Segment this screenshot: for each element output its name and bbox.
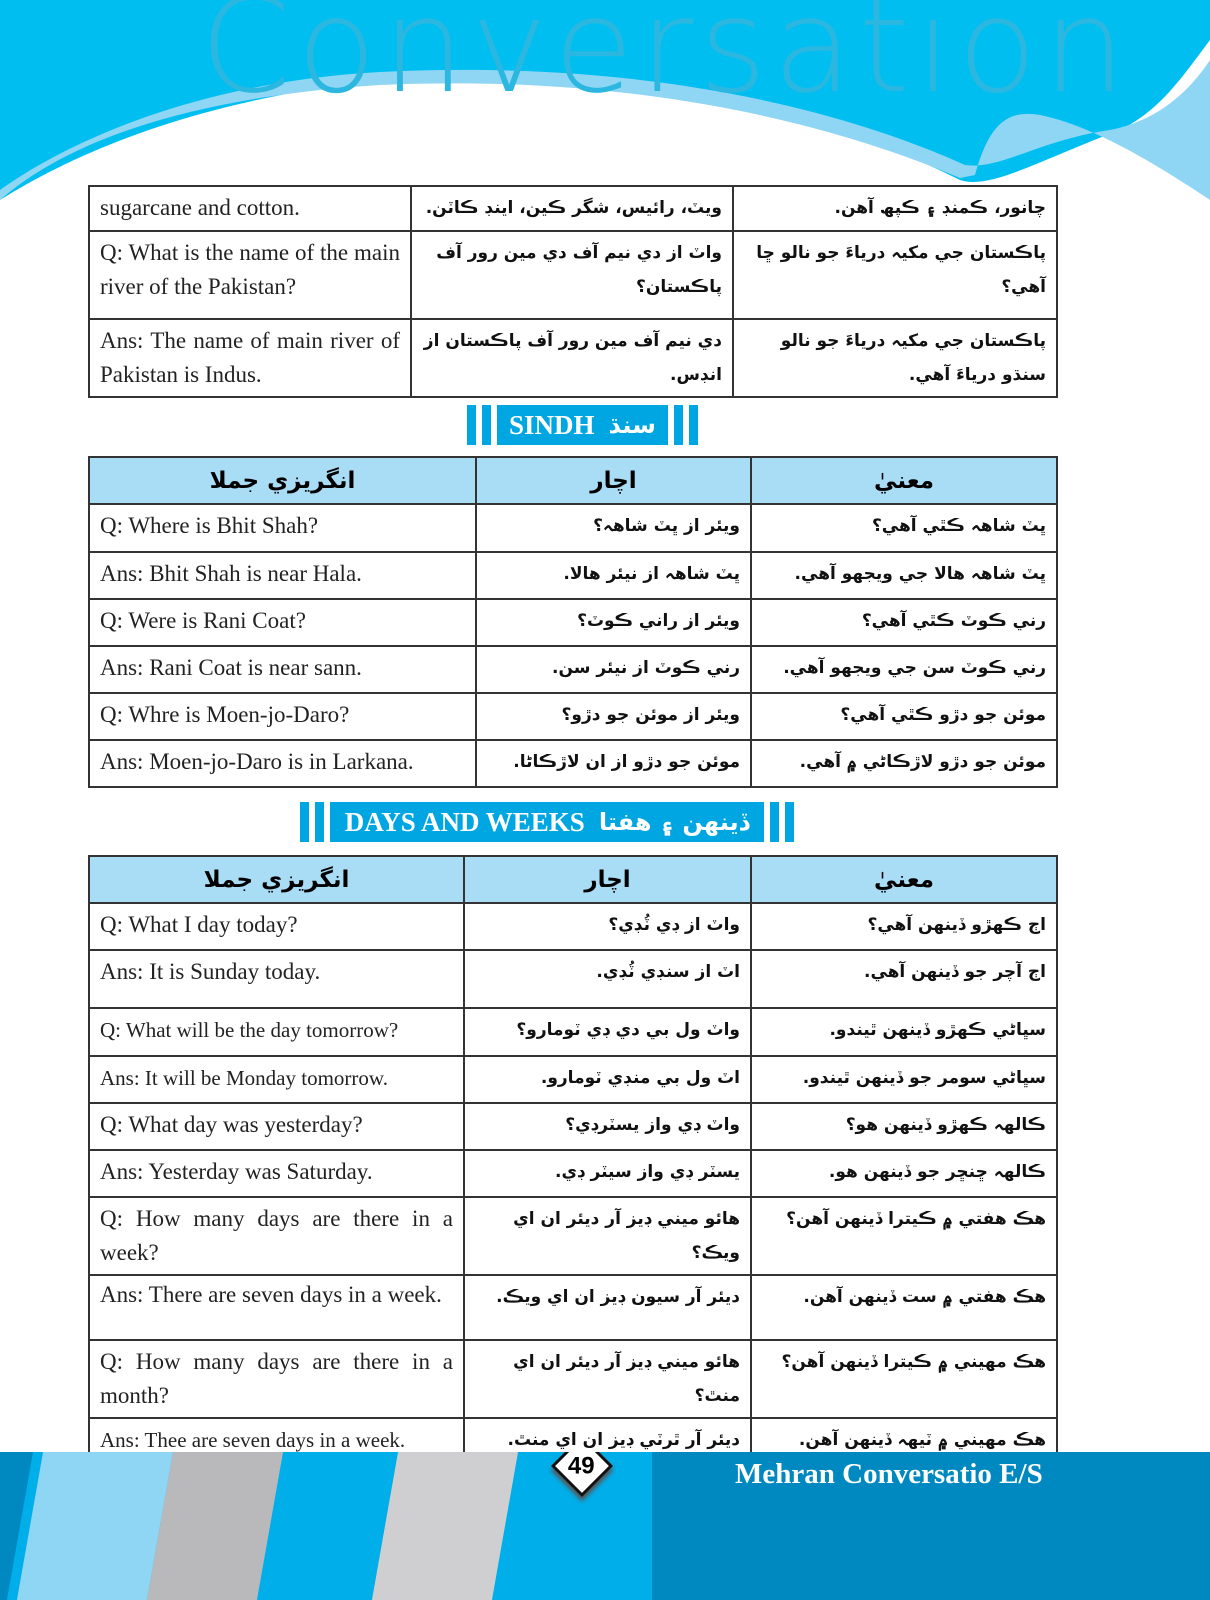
table-row: Q: Were is Rani Coat? ويئر از راني ڪوٽ؟ رن… xyxy=(88,598,1058,647)
english-cell: Q: What I day today? xyxy=(88,902,465,951)
english-cell: Q: Were is Rani Coat? xyxy=(88,598,477,647)
meaning-cell: ڪالهہ ڪهڙو ڏينهن هو؟ xyxy=(750,1102,1058,1151)
header-meaning: معنيٰ xyxy=(750,456,1058,505)
meaning-cell: هڪ مهيني ۾ ڪيترا ڏينهن آهن؟ xyxy=(750,1339,1058,1419)
english-cell: Ans: There are seven days in a week. xyxy=(88,1274,465,1341)
meaning-cell: موئن جو دڙو ڪٿي آهي؟ xyxy=(750,692,1058,741)
table-row: Q: What is the name of the main river of… xyxy=(88,230,1058,320)
footer-book-title: Mehran Conversatio E/S xyxy=(735,1458,1043,1490)
table-row: Q: What will be the day tomorrow? واٽ ول … xyxy=(88,1007,1058,1057)
table-row: Ans: Rani Coat is near sann. رني ڪوٽ از ن… xyxy=(88,645,1058,694)
table-row: Q: How many days are there in a week? هائ… xyxy=(88,1196,1058,1276)
table-row: Ans: Moen-jo-Daro is in Larkana. موئن جو … xyxy=(88,739,1058,788)
section-heading-days-weeks: DAYS AND WEEKS ڏينهن ۽ هفتا xyxy=(300,802,794,842)
english-cell: Ans: Yesterday was Saturday. xyxy=(88,1149,465,1198)
pronunciation-cell: واٽ از ڊي ٽُڊي؟ xyxy=(463,902,752,951)
english-cell: Q: Whre is Moen-jo-Daro? xyxy=(88,692,477,741)
meaning-cell: هڪ هفتي ۾ ڪيترا ڏينهن آهن؟ xyxy=(750,1196,1058,1276)
table-row: Ans: There are seven days in a week. ديئر… xyxy=(88,1274,1058,1341)
table-row: Q: Where is Bhit Shah? ويئر از ڀٽ شاهہ؟ ڀٽ… xyxy=(88,503,1058,553)
pronunciation-cell: هائو ميني ڊيز آر ديئر ان اي منٿ؟ xyxy=(463,1339,752,1419)
header-pronunciation: اچار xyxy=(475,456,752,505)
table-row: Ans: Bhit Shah is near Hala. ڀٽ شاهہ از ن… xyxy=(88,551,1058,600)
pronunciation-cell: يسٽر ڊي واز سيٽر ڊي. xyxy=(463,1149,752,1198)
english-cell: Ans: Bhit Shah is near Hala. xyxy=(88,551,477,600)
english-cell: Ans: Rani Coat is near sann. xyxy=(88,645,477,694)
english-cell: Ans: Moen-jo-Daro is in Larkana. xyxy=(88,739,477,788)
meaning-cell: ڀٽ شاهہ ڪٿي آهي؟ xyxy=(750,503,1058,553)
meaning-cell: ڪالهہ ڇنڇر جو ڏينهن هو. xyxy=(750,1149,1058,1198)
table-row: Q: Whre is Moen-jo-Daro? ويئر از موئن جو … xyxy=(88,692,1058,741)
meaning-cell: چانور، ڪمنڊ ۽ ڪپھ آهن. xyxy=(732,185,1058,232)
meaning-cell: اڄ آچر جو ڏينهن آهي. xyxy=(750,949,1058,1009)
table-row: Ans: Yesterday was Saturday. يسٽر ڊي واز … xyxy=(88,1149,1058,1198)
english-cell: Q: What is the name of the main river of… xyxy=(88,230,412,320)
meaning-cell: سڀاڻي سومر جو ڏينهن ٿيندو. xyxy=(750,1055,1058,1104)
pronunciation-cell: اٽ ول بي منڊي ٽومارو. xyxy=(463,1055,752,1104)
header-english: انگريزي جملا xyxy=(88,855,465,904)
meaning-cell: ڀٽ شاهہ هالا جي ويجهو آهي. xyxy=(750,551,1058,600)
english-cell: Q: How many days are there in a week? xyxy=(88,1196,465,1276)
english-cell: Q: What will be the day tomorrow? xyxy=(88,1007,465,1057)
pronunciation-cell: رني ڪوٽ از نيئر سن. xyxy=(475,645,752,694)
conversation-watermark: Conversation xyxy=(200,0,1132,122)
pronunciation-cell: واٽ ول بي دي ڊي ٽومارو؟ xyxy=(463,1007,752,1057)
meaning-cell: رني ڪوٽ ڪٿي آهي؟ xyxy=(750,598,1058,647)
meaning-cell: رني ڪوٽ سن جي ويجهو آهي. xyxy=(750,645,1058,694)
section-title-en: SINDH xyxy=(509,409,595,440)
section-title-en: DAYS AND WEEKS xyxy=(344,806,585,837)
table-row: Ans: It is Sunday today. اٽ از سنڊي ٽُڊي.… xyxy=(88,949,1058,1009)
footer-title-panel xyxy=(652,1452,1210,1600)
english-cell: Ans: The name of main river of Pakistan … xyxy=(88,318,412,398)
section-title-sd: سنڌ xyxy=(608,411,656,439)
english-cell: Ans: It is Sunday today. xyxy=(88,949,465,1009)
english-cell: Ans: It will be Monday tomorrow. xyxy=(88,1055,465,1104)
page-footer: Mehran Conversatio E/S 49 xyxy=(0,1452,1210,1600)
meaning-cell: سڀاڻي ڪهڙو ڏينهن ٿيندو. xyxy=(750,1007,1058,1057)
pronunciation-cell: واٽ از دي نيم آف دي مين رور آف پاڪستان؟ xyxy=(410,230,734,320)
table-row: Ans: The name of main river of Pakistan … xyxy=(88,318,1058,398)
meaning-cell: پاڪستان جي مکيہ درياءَ جو نالو ڇا آهي؟ xyxy=(732,230,1058,320)
pronunciation-cell: دي نيم آف مين رور آف پاڪستان از انڊس. xyxy=(410,318,734,398)
header-pronunciation: اچار xyxy=(463,855,752,904)
page-number: 49 xyxy=(567,1452,595,1480)
pronunciation-cell: ويٽ، رائيس، شگر ڪين، اينڊ ڪاٽن. xyxy=(410,185,734,232)
meaning-cell: اڄ ڪهڙو ڏينهن آهي؟ xyxy=(750,902,1058,951)
table-row: sugarcane and cotton. ويٽ، رائيس، شگر ڪين… xyxy=(88,185,1058,232)
table-header-row: انگريزي جملا اچار معنيٰ xyxy=(88,855,1058,904)
english-cell: Q: Where is Bhit Shah? xyxy=(88,503,477,553)
pronunciation-cell: ويئر از ڀٽ شاهہ؟ xyxy=(475,503,752,553)
pronunciation-cell: واٽ ڊي واز يسٽرڊي؟ xyxy=(463,1102,752,1151)
page-number-badge: 49 xyxy=(550,1452,614,1498)
pronunciation-cell: موئن جو دڙو از ان لاڙڪاڻا. xyxy=(475,739,752,788)
pronunciation-cell: هائو ميني ڊيز آر ديئر ان اي ويڪ؟ xyxy=(463,1196,752,1276)
table-continued: sugarcane and cotton. ويٽ، رائيس، شگر ڪين… xyxy=(88,185,1058,398)
meaning-cell: پاڪستان جي مکيہ درياءَ جو نالو سنڌو دريا… xyxy=(732,318,1058,398)
table-row: Q: What day was yesterday? واٽ ڊي واز يسٽ… xyxy=(88,1102,1058,1151)
pronunciation-cell: ويئر از موئن جو دڙو؟ xyxy=(475,692,752,741)
pronunciation-cell: ڀٽ شاهہ از نيئر هالا. xyxy=(475,551,752,600)
english-cell: sugarcane and cotton. xyxy=(88,185,412,232)
meaning-cell: موئن جو دڙو لاڙڪاڻي ۾ آهي. xyxy=(750,739,1058,788)
english-cell: Q: What day was yesterday? xyxy=(88,1102,465,1151)
table-row: Ans: It will be Monday tomorrow. اٽ ول بي… xyxy=(88,1055,1058,1104)
section-title-sd: ڏينهن ۽ هفتا xyxy=(598,808,750,836)
pronunciation-cell: ديئر آر سيون ڊيز ان اي ويڪ. xyxy=(463,1274,752,1341)
pronunciation-cell: اٽ از سنڊي ٽُڊي. xyxy=(463,949,752,1009)
meaning-cell: هڪ هفتي ۾ ست ڏينهن آهن. xyxy=(750,1274,1058,1341)
pronunciation-cell: ويئر از راني ڪوٽ؟ xyxy=(475,598,752,647)
sindh-table: انگريزي جملا اچار معنيٰ Q: Where is Bhit S… xyxy=(88,456,1058,788)
english-cell: Q: How many days are there in a month? xyxy=(88,1339,465,1419)
table-header-row: انگريزي جملا اچار معنيٰ xyxy=(88,456,1058,505)
header-english: انگريزي جملا xyxy=(88,456,477,505)
table-row: Q: How many days are there in a month? ها… xyxy=(88,1339,1058,1419)
table-row: Q: What I day today? واٽ از ڊي ٽُڊي؟ اڄ ڪه… xyxy=(88,902,1058,951)
days-weeks-table: انگريزي جملا اچار معنيٰ Q: What I day toda… xyxy=(88,855,1058,1467)
page-header-decoration: Conversation xyxy=(0,0,1210,200)
header-meaning: معنيٰ xyxy=(750,855,1058,904)
section-heading-sindh: SINDH سنڌ xyxy=(467,405,698,445)
